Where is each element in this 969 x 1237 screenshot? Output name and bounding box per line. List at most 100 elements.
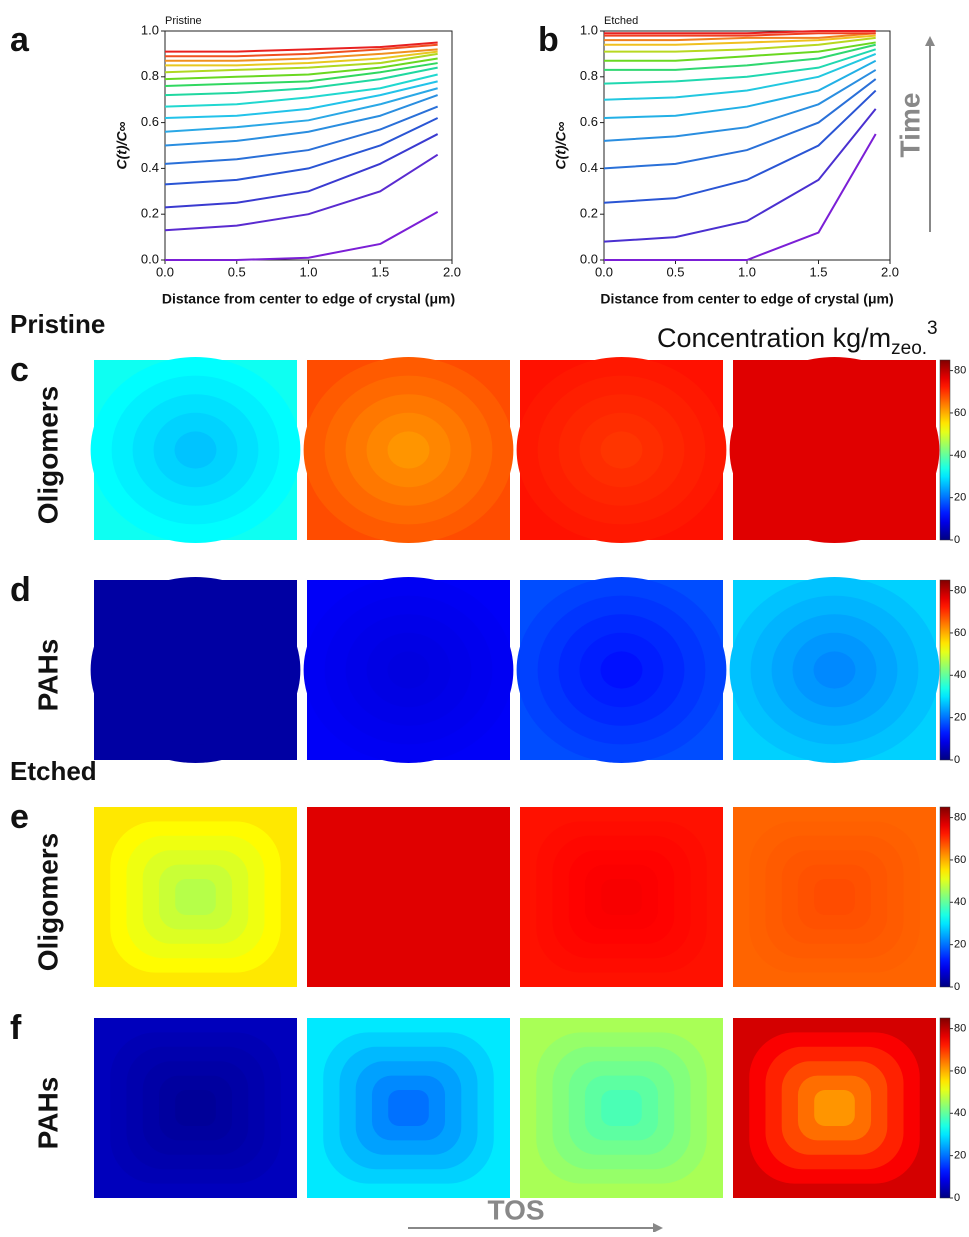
y-axis-label: C(t)/C∞ (553, 121, 569, 169)
row-label: Oligomers (32, 386, 63, 524)
colorbar (939, 806, 951, 988)
curve (164, 105, 439, 165)
colorbar-tick-label: 60 (954, 1065, 966, 1077)
panel-label: c (10, 351, 29, 389)
colorbar-tick-label: 80 (954, 811, 966, 823)
colorbar-tick-label: 0 (954, 534, 960, 546)
curve (164, 57, 438, 81)
heatmap-center (601, 1090, 642, 1126)
heatmap-center (387, 431, 430, 469)
y-tick-label: 0.8 (141, 68, 159, 83)
colorbar-superscript: 3 (927, 318, 938, 339)
curve (604, 43, 876, 71)
y-tick-label: 0.0 (141, 251, 159, 266)
curve (603, 48, 877, 85)
x-tick-label: 0.0 (156, 264, 174, 279)
curve (164, 87, 438, 133)
colorbar (939, 579, 951, 761)
chart-title: Pristine (165, 15, 202, 27)
curve (164, 62, 438, 87)
curve (603, 59, 877, 120)
panel-label: f (10, 1009, 22, 1047)
curve (164, 73, 438, 108)
colorbar-subscript: zeo. (891, 338, 927, 359)
curve (165, 41, 438, 53)
x-tick-label: 0.5 (228, 264, 246, 279)
y-tick-label: 0.2 (580, 206, 598, 221)
curve (165, 43, 438, 58)
x-tick-label: 0.5 (666, 264, 684, 279)
curve (603, 108, 877, 243)
colorbar-title-main: Concentration kg/m (657, 323, 891, 353)
curve (604, 41, 876, 62)
colorbar-tick-label: 40 (954, 1107, 966, 1119)
colorbar-tick-label: 20 (954, 939, 966, 951)
curve (604, 133, 877, 261)
curve (164, 153, 439, 232)
x-axis-label: Distance from center to edge of crystal … (600, 291, 893, 307)
x-tick-label: 1.5 (809, 264, 827, 279)
curve (165, 211, 439, 261)
y-axis-label: C(t)/C∞ (114, 121, 130, 169)
heatmap-center (814, 879, 855, 915)
colorbar-tick-label: 60 (954, 627, 966, 639)
heatmap-center (175, 879, 216, 915)
curve (164, 133, 439, 209)
colorbar-tick-label: 20 (954, 712, 966, 724)
heatmap-center (387, 651, 430, 689)
curve (604, 30, 876, 35)
colorbar (939, 359, 951, 541)
colorbar-tick-label: 20 (954, 1150, 966, 1162)
curve (604, 32, 876, 42)
colorbar-tick-label: 80 (954, 584, 966, 596)
heatmap-center (601, 879, 642, 915)
y-tick-label: 0.2 (141, 206, 159, 221)
heatmap-center (174, 431, 217, 469)
colorbar-tick-label: 20 (954, 492, 966, 504)
curve (603, 69, 877, 142)
y-tick-label: 1.0 (580, 22, 598, 37)
y-tick-label: 0.0 (580, 251, 598, 266)
colorbar-tick-label: 40 (954, 896, 966, 908)
curve (164, 66, 438, 97)
heatmap-center (388, 1090, 429, 1126)
colorbar-tick-label: 40 (954, 449, 966, 461)
colorbar-tick-label: 80 (954, 1022, 966, 1034)
colorbar (939, 1017, 951, 1199)
x-axis-label: Distance from center to edge of crystal … (162, 291, 455, 307)
x-tick-label: 1.5 (371, 264, 389, 279)
panel-label: d (10, 571, 31, 609)
row-label: PAHs (32, 1077, 63, 1150)
row-label: PAHs (32, 639, 63, 712)
x-tick-label: 0.0 (595, 264, 613, 279)
curve (603, 78, 877, 170)
colorbar-tick-label: 0 (954, 754, 960, 766)
colorbar-title: Concentration kg/mzeo.3 (657, 318, 938, 359)
x-tick-label: 2.0 (443, 264, 461, 279)
heatmap-center (813, 431, 856, 469)
curve (603, 52, 877, 101)
row-label: Oligomers (32, 833, 63, 971)
curve (165, 48, 438, 62)
curve (604, 36, 876, 53)
colorbar-tick-label: 0 (954, 981, 960, 993)
x-tick-label: 1.0 (738, 264, 756, 279)
heatmap-center (174, 651, 217, 689)
colorbar-tick-label: 80 (954, 364, 966, 376)
y-tick-label: 0.8 (580, 68, 598, 83)
colorbar-tick-label: 0 (954, 1192, 960, 1204)
curve (164, 52, 438, 74)
section-title: Pristine (10, 309, 105, 339)
y-tick-label: 0.4 (580, 160, 598, 175)
tos-arrow-head (653, 1223, 663, 1233)
curve (165, 50, 438, 67)
curve (164, 80, 438, 120)
colorbar-tick-label: 60 (954, 854, 966, 866)
colorbar-tick-label: 40 (954, 669, 966, 681)
time-arrow-head (925, 36, 935, 46)
heatmap-center (600, 651, 643, 689)
heatmap-center (814, 1090, 855, 1126)
heatmap-center (600, 431, 643, 469)
curve (604, 32, 876, 37)
curve (603, 89, 877, 204)
